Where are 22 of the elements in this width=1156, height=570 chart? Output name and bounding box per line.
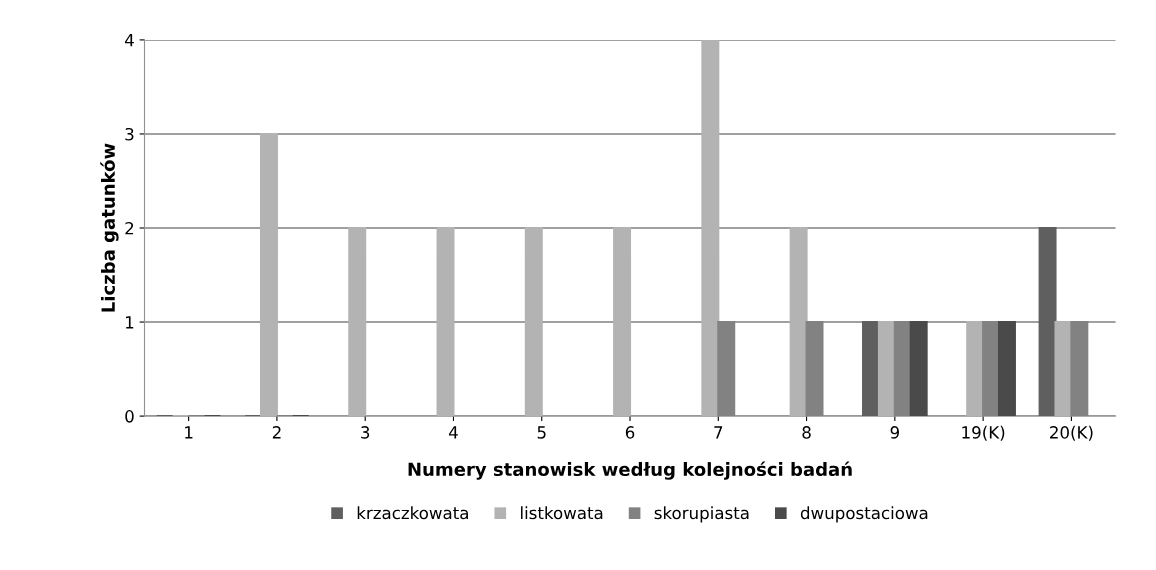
x-tick-label: 7 [714,426,723,439]
x-tick-label: 19(K) [962,425,1005,441]
x-tick-label: 1 [185,426,193,439]
x-tick-label: 4 [448,426,458,439]
x-tick-label: 8 [802,426,811,439]
legend-label: krzaczkowata [357,506,468,520]
x-tick-label: 3 [361,426,370,439]
x-tick-label: 6 [625,426,635,439]
y-tick-label: 2 [125,221,134,235]
legend-label: listkowata [521,506,603,520]
y-tick-label: 3 [125,127,134,141]
x-axis-title: Numery stanowisk według kolejności badań [408,461,852,480]
x-tick-label: 2 [272,426,281,439]
y-tick-label: 0 [125,410,134,423]
x-tick-label: 9 [890,426,899,439]
y-tick-label: 4 [124,34,134,47]
x-tick-label: 5 [537,426,546,439]
x-tick-label: 20(K) [1050,425,1093,441]
y-tick-label: 1 [126,316,134,329]
y-axis-title: Liczba gatunków [100,143,119,312]
legend-label: dwupostaciowa [800,506,928,523]
legend-label: skorupiasta [654,506,749,523]
